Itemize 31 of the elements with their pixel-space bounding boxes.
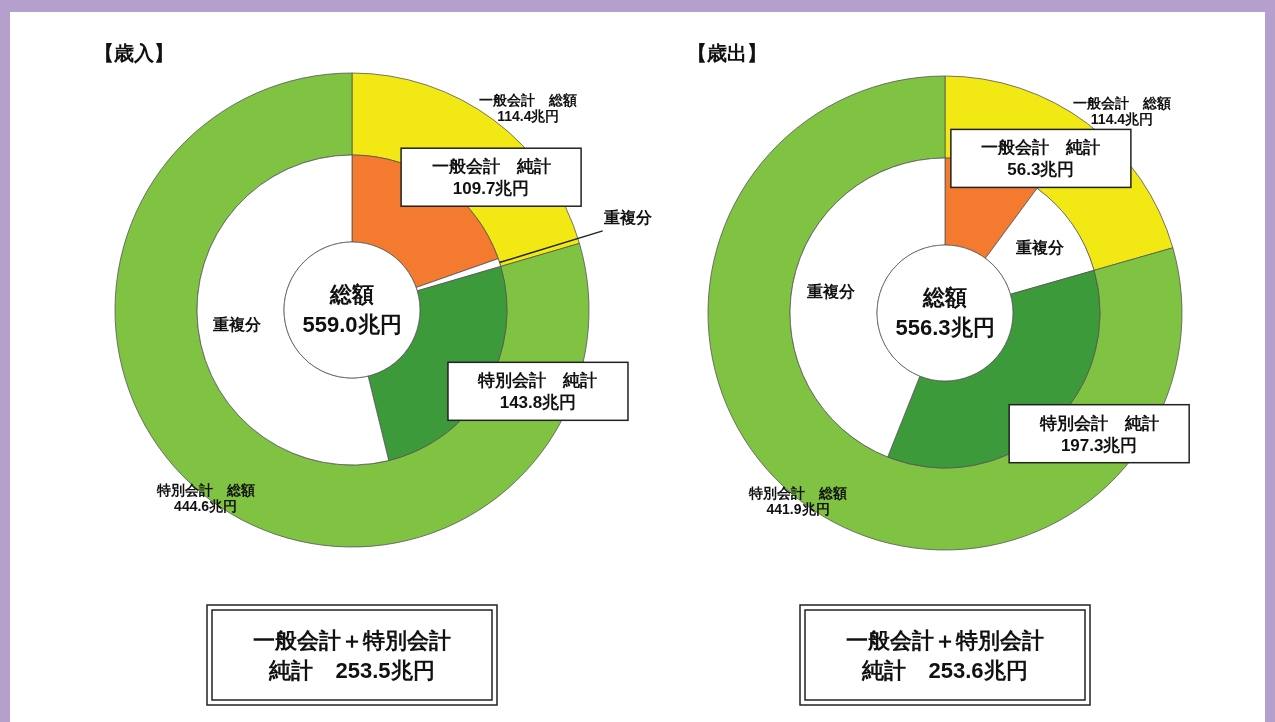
- data-label: 197.3兆円: [1060, 435, 1138, 455]
- text: 556.3兆円: [895, 315, 995, 340]
- chart-title: 【歳入】: [94, 42, 174, 64]
- text: 一般会計＋特別会計: [253, 628, 451, 653]
- text: 総額: [329, 282, 374, 307]
- text: 総額: [922, 285, 967, 310]
- slice-label: 特別会計 純計: [477, 371, 598, 391]
- text: 純計 253.6兆円: [861, 658, 1028, 683]
- donut-slice: [707, 75, 1183, 550]
- text: 559.0兆円: [302, 312, 402, 337]
- slice-label: 一般会計 純計: [981, 138, 1101, 158]
- slice-label: 特別会計 総額: [748, 484, 848, 501]
- data-label: 444.6兆円: [174, 498, 238, 515]
- data-label: 109.7兆円: [452, 179, 530, 199]
- slice-label: 一般会計 総額: [479, 91, 578, 108]
- data-label: 441.9兆円: [766, 500, 830, 517]
- slice-label: 特別会計 総額: [155, 482, 255, 499]
- slice-label: 重複分: [805, 283, 856, 301]
- chart-title: 【歳出】: [687, 42, 767, 64]
- slice-label: 重複分: [1015, 238, 1066, 256]
- data-label: 56.3兆円: [1007, 160, 1075, 180]
- slice-label: 一般会計 総額: [1072, 95, 1171, 112]
- text: 一般会計＋特別会計: [846, 628, 1044, 653]
- data-label: 114.4兆円: [497, 107, 560, 124]
- slice-label: 特別会計 純計: [1038, 413, 1159, 433]
- slice-label: 重複分: [211, 315, 262, 333]
- text: 純計 253.5兆円: [268, 658, 435, 683]
- data-label: 114.4兆円: [1090, 111, 1154, 128]
- data-label: 143.8兆円: [499, 393, 577, 413]
- slice-label: 重複分: [602, 208, 653, 226]
- slice-label: 一般会計 純計: [431, 157, 551, 177]
